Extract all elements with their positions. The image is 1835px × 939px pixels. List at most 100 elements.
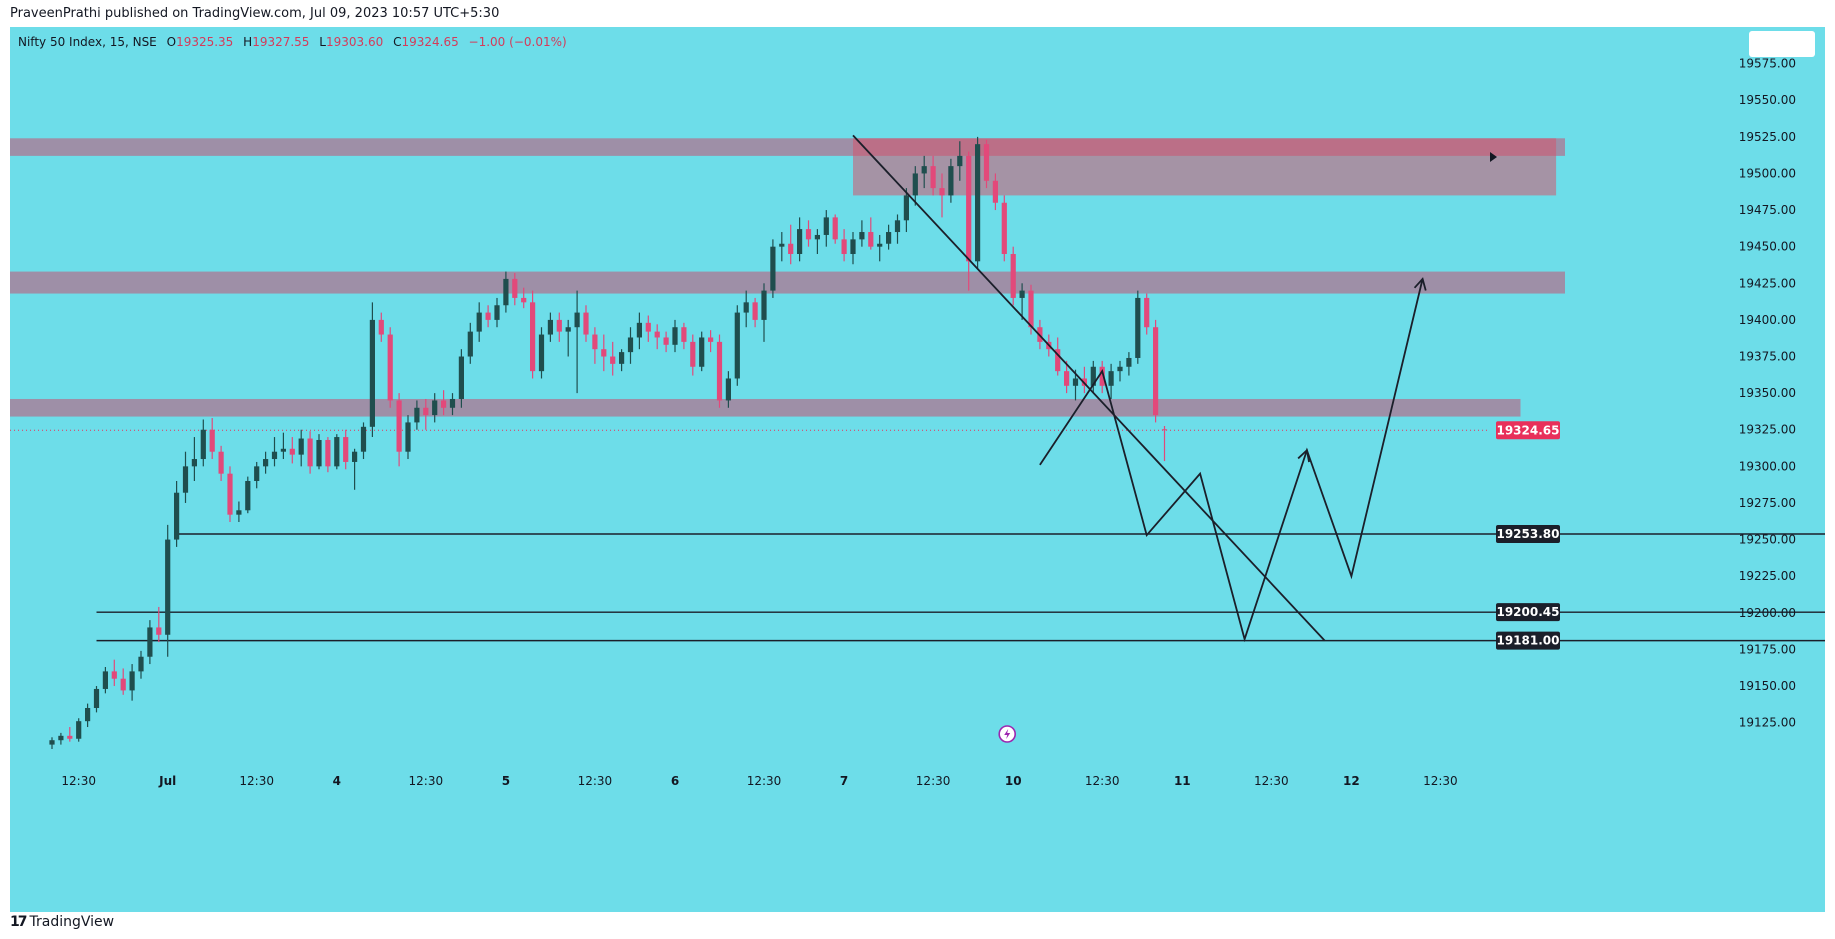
support-zone-lower <box>10 398 1521 417</box>
tradingview-logo-icon: 17 <box>10 914 28 930</box>
candle-up <box>725 378 731 401</box>
x-tick-label: 12:30 <box>61 774 96 788</box>
candle-up <box>975 144 981 262</box>
candle-up <box>93 688 100 708</box>
projection-arrow-end <box>1413 277 1427 291</box>
candle-up <box>912 173 918 196</box>
candle-up <box>1135 297 1141 358</box>
level-19253-80-tag: 19253.80 <box>1496 527 1559 541</box>
candle-down <box>788 243 794 254</box>
candle-down <box>645 322 651 332</box>
candle-up <box>538 334 545 372</box>
symbol-legend: Nifty 50 Index, 15, NSE O19325.35 H19327… <box>18 35 567 49</box>
candle-down <box>583 312 589 335</box>
candle-up <box>797 229 803 254</box>
candle-up <box>903 195 909 221</box>
candle-up <box>182 466 189 493</box>
candle-up <box>369 319 375 427</box>
resistance-zone-mid <box>10 271 1566 294</box>
open-value: 19325.35 <box>176 35 234 49</box>
candle-up <box>672 327 678 345</box>
candle-up <box>458 356 464 399</box>
candle-up <box>761 290 767 320</box>
y-tick-label: 19175.00 <box>1739 642 1796 656</box>
candle-down <box>601 349 607 357</box>
candle-up <box>779 243 785 247</box>
candle-up <box>334 437 340 467</box>
y-tick-label: 19400.00 <box>1739 313 1796 327</box>
candle-down <box>378 319 384 335</box>
candle-down <box>939 188 945 196</box>
level-19200-45-tag: 19200.45 <box>1496 605 1559 619</box>
candle-down <box>325 439 331 467</box>
tradingview-brand[interactable]: 17 TradingView <box>10 914 114 930</box>
y-tick-label: 19200.00 <box>1739 606 1796 620</box>
x-tick-label: 12:30 <box>1254 774 1289 788</box>
candle-down <box>992 180 998 203</box>
x-tick-label: 12:30 <box>239 774 274 788</box>
y-tick-label: 19425.00 <box>1739 276 1796 290</box>
change-value: −1.00 (−0.01%) <box>468 35 567 49</box>
candle-up <box>734 312 740 379</box>
y-tick-label: 19500.00 <box>1739 166 1796 180</box>
candle-up <box>263 459 269 467</box>
y-tick-label: 19325.00 <box>1739 423 1796 437</box>
candle-up <box>405 422 411 452</box>
candle-down <box>156 627 162 635</box>
candle-up <box>565 327 571 332</box>
y-tick-label: 19525.00 <box>1739 130 1796 144</box>
candle-up <box>886 232 892 244</box>
candle-up <box>352 451 358 462</box>
candle-up <box>1126 357 1132 367</box>
candle-up <box>414 407 420 423</box>
level-19181-00-tag: 19181.00 <box>1496 634 1559 648</box>
candle-up <box>298 438 304 455</box>
level-19200-45-tag-bg <box>1496 603 1560 622</box>
chart-control-button[interactable] <box>1749 31 1815 57</box>
candle-up <box>76 721 82 739</box>
x-tick-label: 10 <box>1005 774 1022 788</box>
candle-down <box>690 341 696 367</box>
candle-down <box>966 155 972 262</box>
candle-up <box>859 232 865 240</box>
candle-down <box>868 232 874 247</box>
candle-up <box>547 319 553 335</box>
candle-up <box>271 451 278 460</box>
trendline <box>852 134 1326 642</box>
candle-up <box>921 166 927 174</box>
y-tick-label: 19250.00 <box>1739 533 1796 547</box>
candle-up <box>200 429 206 460</box>
candle-up <box>743 302 749 313</box>
candle-up <box>138 656 144 672</box>
y-tick-label: 19125.00 <box>1739 716 1796 730</box>
candle-down <box>530 302 536 372</box>
candle-up <box>814 234 820 240</box>
y-tick-label: 19300.00 <box>1739 459 1796 473</box>
candle-up <box>165 539 171 635</box>
candle-up <box>503 278 509 306</box>
level-19181-00-tag-bg <box>1496 631 1560 650</box>
current-price-tag: 19324.65 <box>1496 423 1559 437</box>
candle-up <box>129 671 135 691</box>
y-tick-label: 19575.00 <box>1739 57 1796 71</box>
candle-up <box>894 220 901 233</box>
price-chart[interactable]: 19125.00 19150.00 19175.00 19200.00 19225.00… <box>10 27 1825 912</box>
candle-down <box>832 217 838 240</box>
y-tick-label: 19375.00 <box>1739 350 1796 364</box>
level-19253-80-tag-bg <box>1496 525 1560 544</box>
candle-up <box>58 735 64 741</box>
x-tick-label: 12:30 <box>1085 774 1120 788</box>
candle-up <box>574 312 580 328</box>
candle-up <box>476 312 482 332</box>
candle-up <box>1108 371 1114 386</box>
chart-frame[interactable]: 19125.00 19150.00 19175.00 19200.00 19225.00… <box>10 27 1825 912</box>
candle-down <box>1064 371 1070 386</box>
x-tick-label: Jul <box>158 774 176 788</box>
current-price-tag-bg <box>1496 421 1560 440</box>
candle-up <box>191 459 197 467</box>
y-tick-label: 19225.00 <box>1739 569 1796 583</box>
candle-up <box>494 305 500 320</box>
candle-up <box>316 439 322 467</box>
candle-down <box>1055 349 1061 372</box>
y-tick-label: 19550.00 <box>1739 93 1796 107</box>
